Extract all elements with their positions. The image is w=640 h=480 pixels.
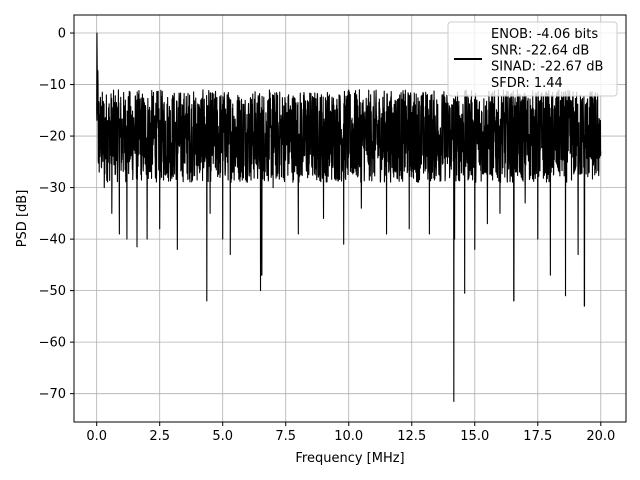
psd-series-line [96, 32, 602, 402]
legend-line-enob: ENOB: -4.06 bits [491, 27, 598, 42]
x-axis: 0.0 2.5 5.0 7.5 10.0 12.5 15.0 17.5 20.0 [86, 422, 615, 444]
y-tick-label: −40 [39, 233, 66, 248]
legend-line-sinad: SINAD: -22.67 dB [491, 60, 603, 75]
x-tick-label: 17.5 [523, 429, 552, 444]
legend-line-snr: SNR: -22.64 dB [491, 43, 589, 58]
plot-frame [73, 14, 627, 423]
x-tick-label: 12.5 [397, 429, 426, 444]
y-tick-label: −30 [39, 181, 66, 196]
x-tick-label: 7.5 [275, 429, 296, 444]
y-tick-label: −20 [39, 130, 66, 145]
y-tick-label: 0 [58, 27, 66, 42]
legend: ENOB: -4.06 bits SNR: -22.64 dB SINAD: -… [447, 21, 618, 97]
x-tick-label: 5.0 [212, 429, 233, 444]
x-tick-label: 10.0 [334, 429, 363, 444]
x-axis-label: Frequency [MHz] [295, 451, 404, 466]
y-axis: 0 −10 −20 −30 −40 −50 −60 −70 [39, 27, 74, 402]
legend-box [447, 21, 618, 97]
x-tick-label: 0.0 [86, 429, 107, 444]
y-axis-label: PSD [dB] [15, 190, 30, 248]
x-tick-label: 15.0 [460, 429, 489, 444]
x-tick-label: 20.0 [586, 429, 615, 444]
series-layer [96, 32, 602, 402]
y-tick-label: −50 [39, 284, 66, 299]
y-tick-label: −70 [39, 387, 66, 402]
y-tick-label: −10 [39, 78, 66, 93]
y-tick-label: −60 [39, 336, 66, 351]
x-tick-label: 2.5 [149, 429, 170, 444]
legend-line-sfdr: SFDR: 1.44 [491, 76, 563, 91]
